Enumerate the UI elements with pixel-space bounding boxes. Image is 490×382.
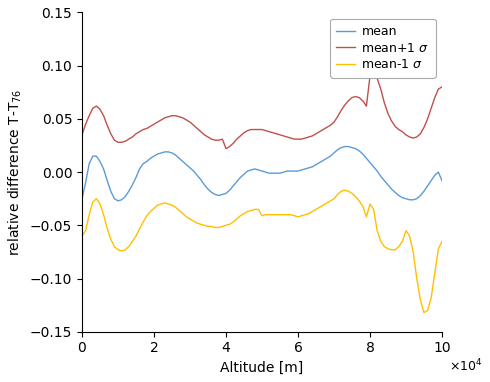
mean+1 $\sigma$ xyxy=(169,113,175,118)
mean-1 $\sigma$ xyxy=(342,188,348,193)
Line: mean-1 $\sigma$: mean-1 $\sigma$ xyxy=(82,190,442,312)
Y-axis label: relative difference T-T$_{76}$: relative difference T-T$_{76}$ xyxy=(7,88,24,256)
mean+1 $\sigma$ xyxy=(370,72,376,76)
mean xyxy=(298,168,304,172)
mean xyxy=(335,147,341,152)
mean-1 $\sigma$ xyxy=(353,194,359,199)
Line: mean: mean xyxy=(82,147,442,201)
mean xyxy=(115,199,121,203)
X-axis label: Altitude [m]: Altitude [m] xyxy=(220,361,304,375)
mean-1 $\sigma$ xyxy=(169,203,175,207)
mean+1 $\sigma$ xyxy=(104,123,110,128)
mean-1 $\sigma$ xyxy=(331,196,337,201)
Legend: mean, mean+1 $\sigma$, mean-1 $\sigma$: mean, mean+1 $\sigma$, mean-1 $\sigma$ xyxy=(330,19,436,78)
mean xyxy=(172,153,178,157)
mean xyxy=(356,149,362,153)
mean+1 $\sigma$ xyxy=(335,115,341,119)
mean xyxy=(248,168,254,172)
mean+1 $\sigma$ xyxy=(439,85,445,89)
mean-1 $\sigma$ xyxy=(295,215,301,219)
mean+1 $\sigma$ xyxy=(79,133,85,137)
mean+1 $\sigma$ xyxy=(353,94,359,99)
mean xyxy=(79,196,85,201)
mean xyxy=(439,178,445,183)
mean+1 $\sigma$ xyxy=(223,146,229,151)
mean xyxy=(342,144,348,149)
Line: mean+1 $\sigma$: mean+1 $\sigma$ xyxy=(82,74,442,149)
mean xyxy=(104,178,110,183)
mean+1 $\sigma$ xyxy=(248,127,254,132)
mean-1 $\sigma$ xyxy=(421,310,427,315)
mean+1 $\sigma$ xyxy=(298,137,304,141)
mean-1 $\sigma$ xyxy=(79,234,85,238)
mean-1 $\sigma$ xyxy=(439,239,445,244)
mean-1 $\sigma$ xyxy=(104,226,110,231)
Text: $\times10^4$: $\times10^4$ xyxy=(449,357,483,374)
mean-1 $\sigma$ xyxy=(245,209,250,214)
